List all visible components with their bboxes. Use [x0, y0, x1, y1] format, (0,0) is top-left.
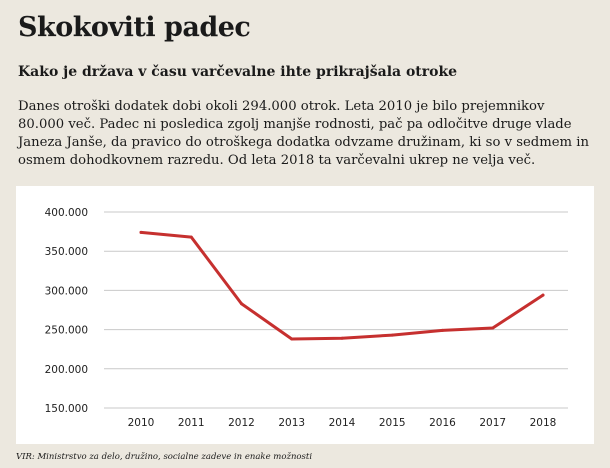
y-tick-label: 150.000 [45, 403, 88, 415]
chart-panel: 150.000 200.000 250.000 300.000 350.000 400.0… [16, 186, 594, 444]
data-point [441, 328, 444, 332]
data-point [390, 333, 394, 337]
x-tick-label: 2018 [530, 417, 557, 429]
x-tick-label: 2016 [429, 417, 456, 429]
description-paragraph: Danes otroški dodatek dobi okoli 294.000… [18, 99, 589, 168]
data-point [189, 235, 193, 239]
y-tick-label: 300.000 [45, 285, 88, 297]
source-note: VIR: Ministrstvo za delo, družino, socia… [16, 452, 313, 462]
data-point [491, 326, 495, 330]
x-tick-label: 2011 [178, 417, 205, 429]
data-point [340, 336, 344, 340]
y-tick-label: 250.000 [45, 325, 88, 337]
x-tick-label: 2013 [278, 417, 305, 429]
y-tick-label: 400.000 [45, 207, 88, 219]
data-point [139, 230, 143, 234]
data-point [240, 302, 243, 306]
y-tick-label: 350.000 [45, 246, 88, 258]
x-tick-label: 2010 [128, 417, 155, 429]
x-tick-label: 2017 [479, 417, 506, 429]
x-tick-label: 2012 [228, 417, 255, 429]
data-point [290, 337, 294, 341]
chart-subtitle: Kako je država v času varčevalne ihte pr… [18, 64, 458, 80]
line-chart: 150.000 200.000 250.000 300.000 350.000 400.0… [45, 207, 568, 429]
chart-title: Skokoviti padec [18, 12, 251, 43]
y-tick-label: 200.000 [45, 364, 88, 376]
x-tick-label: 2015 [379, 417, 406, 429]
data-point [541, 293, 545, 297]
series-line [139, 230, 545, 341]
x-tick-label: 2014 [329, 417, 356, 429]
